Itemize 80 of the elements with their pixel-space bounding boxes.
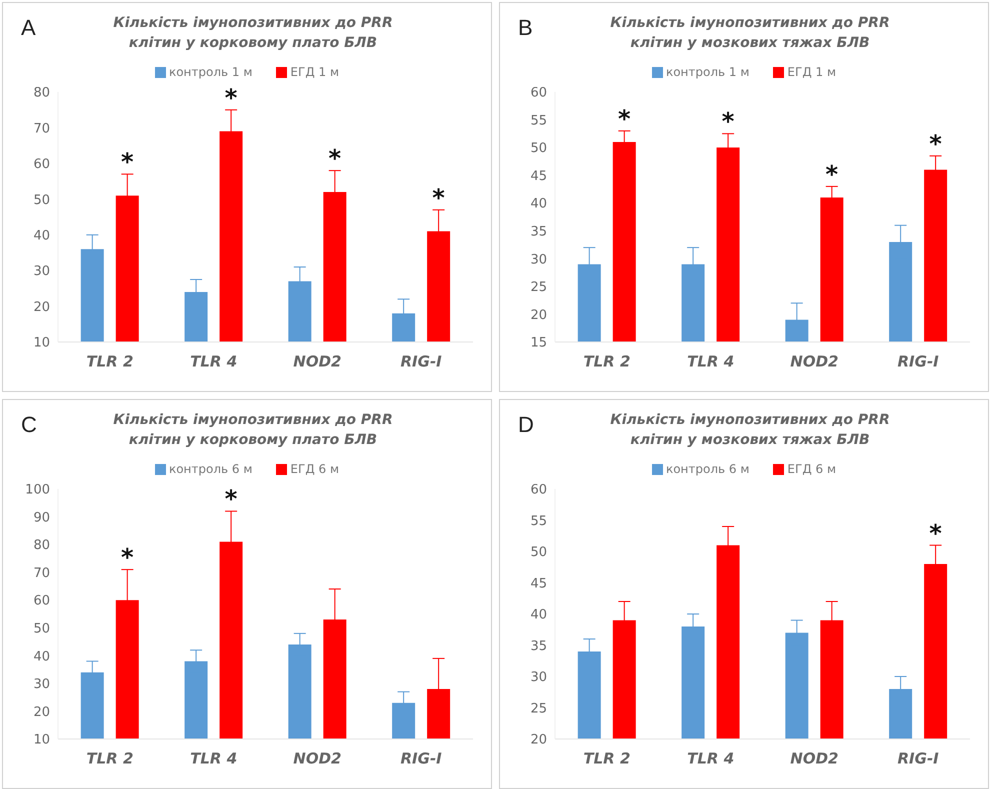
y-tick-label: 35: [530, 224, 547, 240]
x-tick-label: TLR 4: [190, 750, 238, 768]
text: A: [21, 15, 36, 41]
y-tick-label: 30: [530, 252, 547, 268]
data-label: *: [826, 160, 839, 188]
y-tick-label: 30: [33, 677, 50, 692]
legend-label: контроль 1 м: [168, 65, 252, 79]
y-tick-label: 55: [530, 113, 547, 128]
x-tick-label: RIG-I: [898, 352, 940, 371]
y-tick-label: 50: [33, 622, 50, 637]
x-tick-label: TLR 4: [190, 352, 238, 371]
y-tick-label: 30: [33, 264, 50, 280]
y-tick-label: 50: [530, 545, 547, 560]
data-label: *: [929, 130, 942, 158]
y-tick-label: 25: [530, 280, 547, 296]
x-tick-label: NOD2: [293, 352, 342, 371]
y-tick-label: 10: [33, 732, 50, 748]
y-tick-label: 20: [33, 704, 50, 720]
legend-label: ЕГД 1 м: [787, 65, 836, 79]
y-tick-label: 40: [33, 228, 50, 244]
y-tick-label: 45: [530, 576, 547, 592]
y-tick-label: 10: [33, 336, 50, 351]
data-label: *: [224, 84, 238, 112]
y-tick-label: 60: [33, 157, 50, 172]
y-tick-label: 40: [530, 608, 547, 623]
y-tick-label: 60: [530, 482, 547, 498]
y-tick-label: 80: [33, 538, 50, 554]
chart-title: Кількість імунопозитивних до PRR клітин у корковому плато БЛВ: [112, 411, 394, 450]
x-tick-label: TLR 2: [86, 352, 134, 371]
y-tick-label: 30: [530, 670, 547, 686]
legend-label: контроль 6 м: [666, 462, 750, 476]
y-tick-label: 20: [530, 732, 547, 748]
y-tick-label: 35: [530, 638, 547, 654]
x-tick-label: NOD2: [790, 352, 838, 371]
y-tick-label: 20: [530, 308, 547, 323]
chart-title: Кількість імунопозитивних до PRR клітин у мозкових тяжах БЛВ: [609, 411, 891, 450]
legend-label: ЕГД 1 м: [290, 65, 340, 79]
y-tick-label: 40: [33, 649, 50, 664]
legend-label: ЕГД 6 м: [787, 462, 836, 476]
y-tick-label: 80: [33, 86, 50, 101]
data-label: *: [618, 104, 632, 133]
y-tick-label: 15: [530, 336, 547, 351]
data-label: *: [224, 485, 238, 514]
y-tick-label: 50: [530, 141, 547, 156]
text: B: [518, 15, 533, 41]
chart-title: Кількість імунопозитивних до PRR клітин у мозкових тяжах БЛВ: [609, 14, 891, 53]
data-label: *: [121, 148, 134, 176]
data-label: *: [929, 519, 942, 548]
y-tick-label: 40: [530, 196, 547, 212]
x-tick-label: TLR 4: [687, 750, 734, 768]
data-label: *: [328, 144, 342, 173]
x-tick-label: TLR 2: [583, 750, 630, 768]
text: C: [21, 412, 37, 438]
legend-label: контроль 1 м: [666, 65, 750, 79]
data-label: *: [722, 108, 735, 136]
x-tick-label: RIG-I: [898, 750, 940, 768]
y-tick-label: 20: [33, 300, 50, 315]
y-tick-label: 70: [33, 121, 50, 136]
y-tick-label: 25: [530, 701, 547, 716]
x-tick-label: NOD2: [790, 750, 838, 768]
y-tick-label: 70: [33, 566, 50, 581]
y-tick-label: 90: [33, 510, 50, 526]
legend-label: ЕГД 6 м: [290, 462, 340, 476]
y-tick-label: 45: [530, 168, 547, 184]
text: D: [518, 412, 534, 438]
x-tick-label: RIG-I: [400, 352, 442, 371]
y-tick-label: 60: [530, 86, 547, 101]
y-tick-label: 60: [33, 594, 50, 609]
x-tick-label: NOD2: [293, 750, 342, 768]
data-label: *: [121, 544, 134, 572]
legend-label: контроль 6 м: [168, 462, 252, 476]
x-tick-label: TLR 2: [583, 352, 630, 371]
x-tick-label: TLR 2: [86, 750, 134, 768]
x-tick-label: RIG-I: [400, 750, 442, 768]
x-tick-label: TLR 4: [687, 352, 734, 371]
data-label: *: [432, 184, 446, 212]
y-tick-label: 50: [33, 192, 50, 208]
chart-title: Кількість імунопозитивних до PRR клітин у корковому плато БЛВ: [112, 14, 394, 53]
y-tick-label: 55: [530, 514, 547, 529]
y-tick-label: 100: [25, 482, 50, 498]
